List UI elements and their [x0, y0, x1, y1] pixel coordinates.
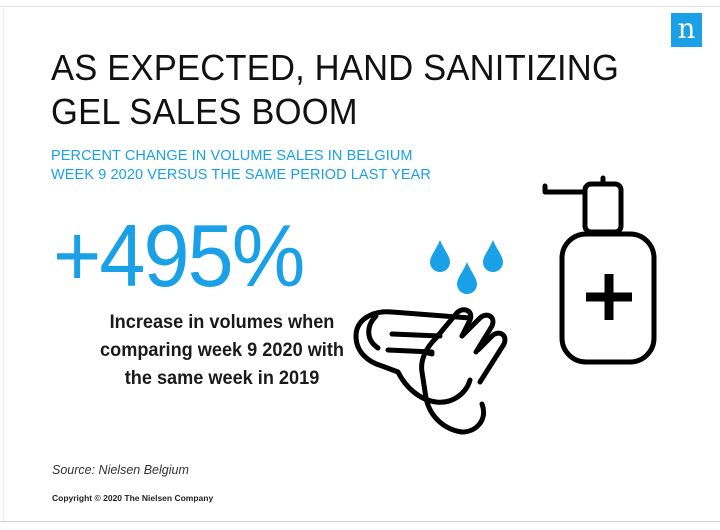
stat-description: Increase in volumes when comparing week …	[83, 308, 362, 392]
subtitle-line-1: PERCENT CHANGE IN VOLUME SALES IN BELGIU…	[51, 148, 413, 164]
stat-description-line-2: comparing week 9 2020 with	[100, 339, 344, 361]
bottom-border	[0, 521, 720, 522]
left-border	[3, 6, 4, 522]
page-title: AS EXPECTED, HAND SANITIZING GEL SALES B…	[51, 46, 619, 134]
water-drops-icon	[430, 240, 503, 294]
copyright-note: Copyright © 2020 The Nielsen Company	[52, 493, 214, 503]
top-border	[0, 6, 720, 7]
nielsen-logo-icon: n	[671, 13, 702, 47]
stat-description-line-1: Increase in volumes when	[109, 311, 335, 333]
stat-description-line-3: the same week in 2019	[124, 367, 320, 389]
washing-hands-icon	[353, 307, 508, 435]
subtitle-line-2: WEEK 9 2020 VERSUS THE SAME PERIOD LAST …	[51, 167, 431, 183]
sanitizer-bottle-icon	[542, 175, 657, 365]
source-note: Source: Nielsen Belgium	[52, 463, 189, 477]
title-line-2: GEL SALES BOOM	[51, 91, 358, 132]
hand-sanitizer-illustration	[353, 175, 657, 435]
subtitle: PERCENT CHANGE IN VOLUME SALES IN BELGIU…	[51, 147, 431, 185]
percent-change-value: +495%	[53, 206, 305, 305]
title-line-1: AS EXPECTED, HAND SANITIZING	[51, 47, 620, 88]
